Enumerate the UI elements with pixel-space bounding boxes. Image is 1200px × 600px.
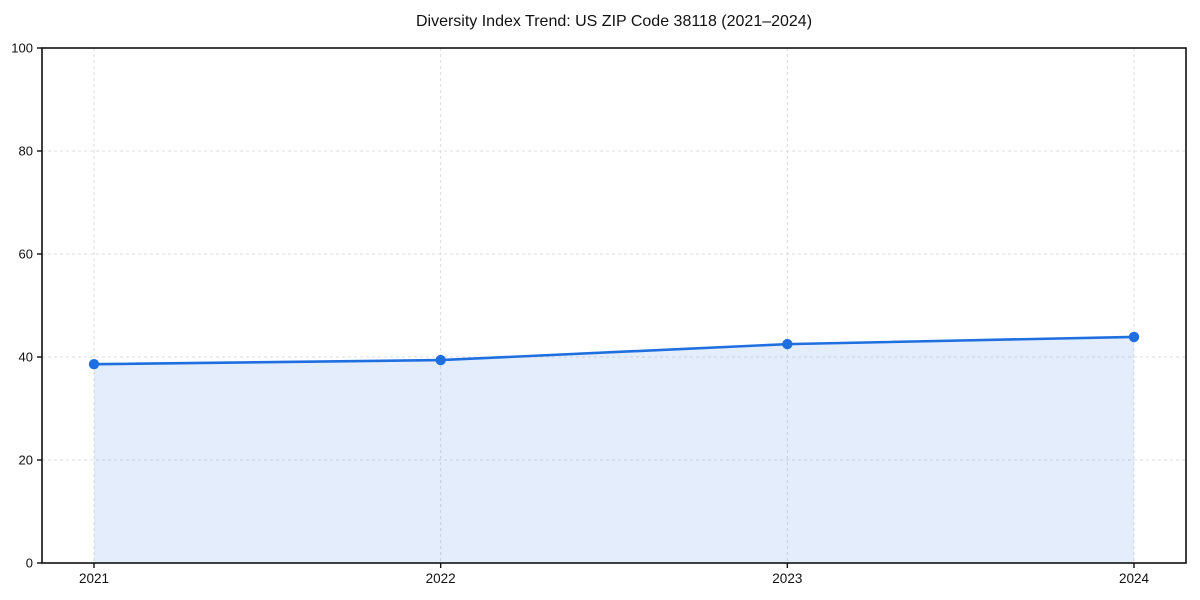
chart-title: Diversity Index Trend: US ZIP Code 38118… xyxy=(415,13,813,30)
plot-border xyxy=(41,47,1187,564)
x-tick-label: 2021 xyxy=(79,571,109,586)
series-line xyxy=(93,335,1135,366)
data-point-marker xyxy=(782,338,793,350)
y-tick-label: 100 xyxy=(11,41,33,56)
y-tick-label: 20 xyxy=(19,453,33,468)
y-tick-label: 80 xyxy=(19,144,33,159)
data-point-marker xyxy=(435,354,446,366)
data-point-marker xyxy=(88,359,100,370)
y-tick-label: 60 xyxy=(19,247,33,262)
x-tick-label: 2023 xyxy=(772,571,802,586)
data-point-marker xyxy=(1128,331,1140,343)
x-tick-label: 2022 xyxy=(426,571,456,586)
x-tick-label: 2024 xyxy=(1119,571,1150,586)
series-area-fill xyxy=(94,336,1134,563)
y-tick-label: 40 xyxy=(19,350,33,365)
y-tick-label: 0 xyxy=(26,556,33,571)
